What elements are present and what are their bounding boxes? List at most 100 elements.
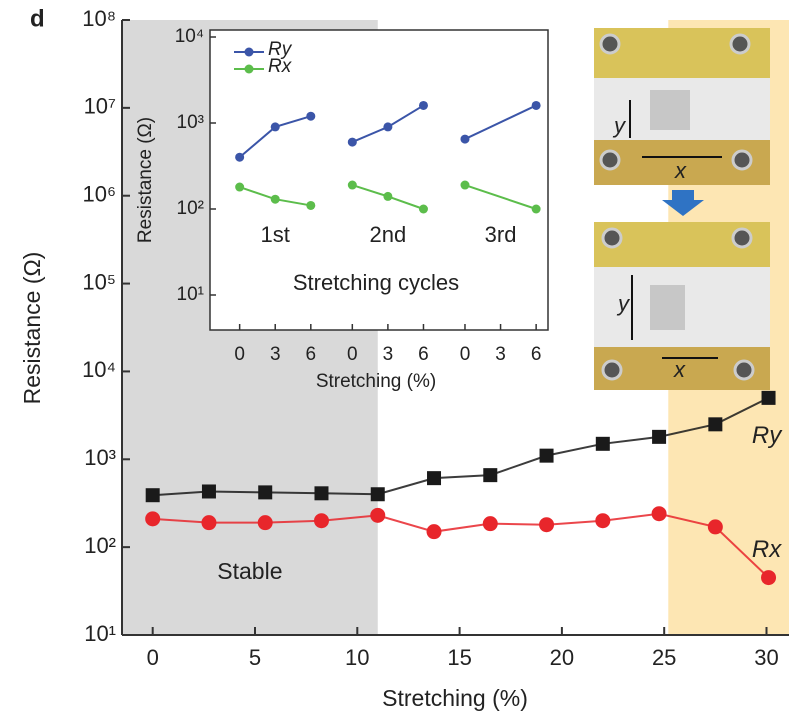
photo-bottom: y x	[594, 222, 770, 390]
sample	[650, 285, 685, 330]
data-point	[652, 430, 666, 444]
legend-label: Rx	[268, 56, 293, 77]
inset-data-point	[383, 192, 392, 201]
screw	[731, 35, 749, 53]
y-tick-label: 10⁵	[82, 269, 116, 294]
y-tick-label: 10¹	[84, 621, 116, 646]
x-tick-label: 5	[249, 645, 261, 670]
y-tick-label: 10³	[84, 445, 116, 470]
data-point	[540, 449, 554, 463]
legend-marker	[245, 65, 254, 74]
screw	[601, 151, 619, 169]
inset-y-tick-label: 10⁴	[175, 26, 204, 47]
x-tick-label: 0	[147, 645, 159, 670]
x-tick-label: 10	[345, 645, 369, 670]
inset-data-point	[460, 135, 469, 144]
inset-x-tick-label: 3	[270, 344, 281, 365]
legend-marker	[245, 48, 254, 57]
data-point	[427, 524, 442, 539]
inset-x-tick-label: 6	[531, 344, 542, 365]
data-point	[596, 437, 610, 451]
screw	[603, 361, 621, 379]
x-tick-label: 30	[754, 645, 778, 670]
inset-data-point	[235, 183, 244, 192]
data-point	[314, 513, 329, 528]
inset-group-label: 1st	[261, 222, 290, 247]
inset-x-tick-label: 6	[418, 344, 429, 365]
inset-data-point	[306, 112, 315, 121]
inset-x-tick-label: 0	[234, 344, 245, 365]
data-point	[762, 391, 776, 405]
data-point	[483, 516, 498, 531]
data-point	[258, 515, 273, 530]
data-point	[708, 417, 722, 431]
data-point	[708, 519, 723, 534]
y-tick-label: 10⁶	[82, 182, 116, 207]
x-tick-label: 20	[550, 645, 574, 670]
inset-data-point	[532, 205, 541, 214]
inset-data-point	[532, 101, 541, 110]
figure: d Stretching (%) Resistance (Ω) Stable 10…	[0, 0, 789, 722]
y-tick-label: 10⁷	[84, 94, 116, 119]
inset-x-tick-label: 0	[347, 344, 358, 365]
inset-data-point	[419, 205, 428, 214]
sample	[650, 90, 690, 130]
inset-data-point	[271, 122, 280, 131]
inset-group-label: 2nd	[370, 222, 407, 247]
inset-data-point	[306, 201, 315, 210]
panel-label: d	[30, 5, 45, 32]
inset-group-label: 3rd	[485, 222, 517, 247]
data-point	[539, 517, 554, 532]
inset-y-title: Resistance (Ω)	[135, 117, 156, 243]
inset-x-tick-label: 0	[460, 344, 471, 365]
inset-y-tick-label: 10¹	[177, 284, 204, 305]
data-point	[201, 515, 216, 530]
inset-data-point	[383, 122, 392, 131]
data-point	[761, 570, 776, 585]
series-label: Ry	[752, 422, 783, 449]
data-point	[146, 488, 160, 502]
x-tick-label: 25	[652, 645, 676, 670]
inset-data-point	[419, 101, 428, 110]
y-tick-label: 10⁴	[82, 357, 116, 382]
photo-top: y x	[594, 28, 770, 185]
photo-label: x	[673, 357, 686, 382]
inset-data-point	[348, 138, 357, 147]
inset-data-point	[348, 181, 357, 190]
data-point	[370, 508, 385, 523]
data-point	[483, 468, 497, 482]
screw	[601, 35, 619, 53]
screw	[603, 229, 621, 247]
inset-x-tick-label: 3	[495, 344, 506, 365]
photo-label: y	[612, 113, 627, 138]
data-point	[595, 513, 610, 528]
inset-x-tick-label: 3	[383, 344, 394, 365]
inset-data-point	[235, 153, 244, 162]
y-tick-label: 10²	[84, 533, 116, 558]
inset-data-point	[460, 181, 469, 190]
screw	[735, 361, 753, 379]
data-point	[145, 511, 160, 526]
inset-data-point	[271, 195, 280, 204]
region-label: Stable	[217, 558, 282, 584]
series-label: Rx	[752, 536, 782, 563]
photo-label: x	[674, 158, 687, 183]
inset-y-tick-label: 10³	[177, 112, 204, 133]
inset-group-title: Stretching cycles	[293, 270, 459, 295]
screw	[733, 229, 751, 247]
photo-label: y	[616, 291, 631, 316]
data-point	[371, 487, 385, 501]
inset-x-tick-label: 6	[306, 344, 317, 365]
data-point	[202, 484, 216, 498]
inset-y-tick-label: 10²	[177, 198, 204, 219]
inset-x-title: Stretching (%)	[316, 371, 436, 392]
y-axis-title: Resistance (Ω)	[19, 252, 45, 405]
screw	[733, 151, 751, 169]
y-tick-label: 10⁸	[82, 6, 116, 31]
page: d Stretching (%) Resistance (Ω) Stable 10…	[0, 0, 789, 722]
x-axis-title: Stretching (%)	[382, 685, 528, 711]
x-tick-label: 15	[447, 645, 471, 670]
data-point	[258, 485, 272, 499]
data-point	[652, 506, 667, 521]
data-point	[427, 471, 441, 485]
